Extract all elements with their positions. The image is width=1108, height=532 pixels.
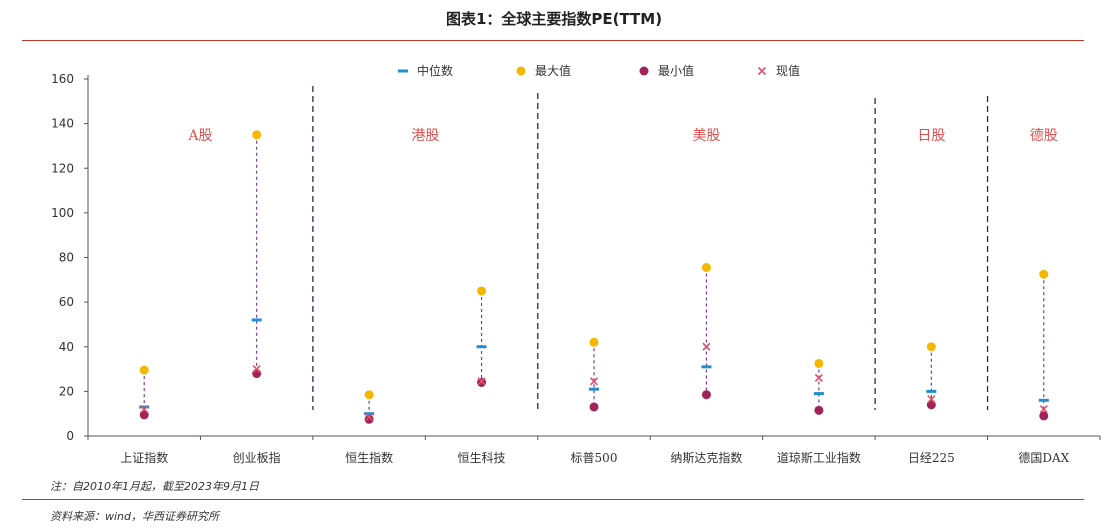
current-marker xyxy=(140,405,149,414)
min-marker xyxy=(589,402,599,412)
legend-max-swatch xyxy=(516,66,526,76)
max-marker xyxy=(1039,269,1049,279)
region-label: 德股 xyxy=(1030,128,1058,144)
max-marker xyxy=(477,286,487,296)
region-label: 港股 xyxy=(411,128,439,144)
current-marker xyxy=(1039,405,1048,414)
min-marker xyxy=(1039,411,1049,421)
y-tick-label: 80 xyxy=(59,251,74,265)
region-label: 美股 xyxy=(692,128,720,144)
median-marker xyxy=(813,392,824,396)
y-tick-label: 40 xyxy=(59,340,74,354)
top-rule xyxy=(22,40,1084,41)
median-marker xyxy=(139,405,150,409)
chart-note: 注：自2010年1月起，截至2023年9月1日 xyxy=(50,480,259,493)
x-tick-label: 纳斯达克指数 xyxy=(670,450,742,465)
min-marker xyxy=(252,369,262,379)
y-tick-label: 100 xyxy=(51,206,74,220)
y-tick-label: 160 xyxy=(51,72,74,86)
median-marker xyxy=(589,387,599,391)
median-marker xyxy=(1038,398,1049,402)
chart-source: 资料来源：wind，华西证券研究所 xyxy=(50,510,220,523)
current-marker xyxy=(365,412,374,422)
current-marker xyxy=(814,373,823,383)
x-tick-label: 上证指数 xyxy=(120,450,168,465)
median-marker xyxy=(926,389,937,393)
min-marker xyxy=(814,405,824,415)
max-marker xyxy=(701,263,711,273)
max-marker xyxy=(814,358,824,368)
current-marker xyxy=(252,364,261,374)
x-tick-label: 恒生指数 xyxy=(345,450,393,465)
chart-title: 图表1：全球主要指数PE(TTM) xyxy=(445,10,663,28)
y-tick-label: 140 xyxy=(51,117,74,131)
legend-label: 中位数 xyxy=(417,63,453,78)
legend-label: 最小值 xyxy=(658,63,694,78)
y-tick-label: 0 xyxy=(66,429,74,443)
bottom-rule xyxy=(22,499,1084,500)
median-marker xyxy=(364,412,375,416)
x-tick-label: 德国DAX xyxy=(1018,450,1069,465)
legend-current-swatch xyxy=(757,66,767,76)
max-marker xyxy=(139,365,149,375)
current-marker xyxy=(589,377,599,386)
region-label: 日股 xyxy=(917,128,945,144)
median-marker xyxy=(701,365,712,369)
x-tick-label: 日经225 xyxy=(908,451,955,465)
max-marker xyxy=(589,337,599,347)
median-marker xyxy=(251,318,262,322)
x-tick-label: 道琼斯工业指数 xyxy=(777,450,861,465)
current-marker xyxy=(702,342,711,351)
x-tick-label: 恒生科技 xyxy=(458,451,506,465)
y-tick-label: 120 xyxy=(51,161,74,175)
min-marker xyxy=(364,414,374,424)
current-marker xyxy=(477,377,486,386)
y-tick-label: 60 xyxy=(59,295,74,309)
min-marker xyxy=(701,390,711,400)
x-tick-label: 创业板指 xyxy=(233,450,281,465)
legend-label: 最大值 xyxy=(535,63,571,78)
legend-min-swatch xyxy=(639,66,649,76)
max-marker xyxy=(364,390,374,400)
median-marker xyxy=(476,345,487,349)
max-marker xyxy=(252,130,262,140)
region-label: A股 xyxy=(187,128,212,144)
y-tick-label: 20 xyxy=(59,384,74,398)
current-marker xyxy=(927,395,936,404)
x-tick-label: 标普500 xyxy=(571,451,618,465)
legend-median-swatch xyxy=(398,69,408,73)
legend-label: 现值 xyxy=(776,63,800,78)
max-marker xyxy=(926,342,936,352)
pe-chart: 0 20 40 60 80 100 120 140 160 上证指数 创业板指 恒生指数 恒生科技 标普5… xyxy=(51,63,1101,465)
